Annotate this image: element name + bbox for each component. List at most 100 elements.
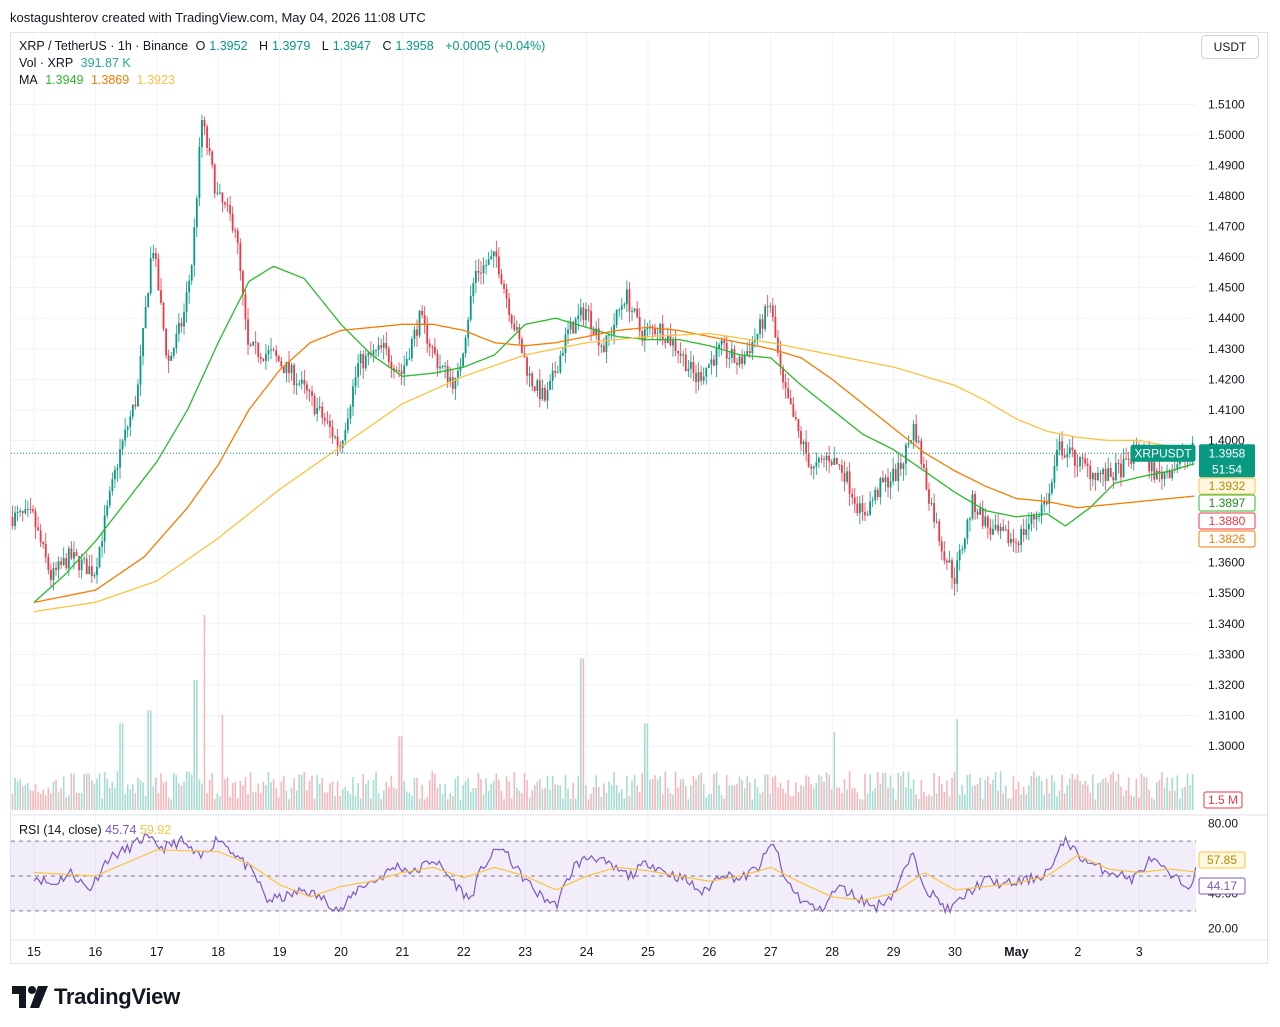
volume-bar: [751, 799, 754, 810]
time-tick-label: 27: [764, 945, 778, 959]
volume-bar: [1150, 797, 1153, 810]
volume-label: Vol · XRP: [19, 56, 74, 70]
candle-body: [477, 270, 480, 273]
candle-body: [559, 355, 562, 373]
volume-bar: [628, 795, 631, 810]
candle-body: [1004, 529, 1007, 531]
candle-body: [21, 511, 24, 514]
candle-body: [920, 440, 923, 465]
volume-bar: [743, 788, 746, 810]
candle-body: [979, 508, 982, 515]
candle-body: [121, 440, 124, 450]
volume-bar: [1028, 785, 1030, 810]
candle-body: [295, 383, 298, 386]
candle-body: [277, 355, 280, 362]
volume-bar: [316, 775, 318, 810]
volume-bar: [544, 788, 546, 810]
tradingview-logo[interactable]: TradingView: [12, 984, 180, 1010]
candle-body: [1127, 458, 1130, 460]
volume-bar: [270, 782, 272, 810]
volume-bar: [797, 791, 800, 810]
volume-bar: [925, 796, 928, 810]
candle-body: [864, 511, 866, 516]
candle-body: [582, 307, 585, 321]
volume-bar: [1186, 773, 1189, 810]
candle-body: [180, 322, 183, 327]
price-tick-label: 1.3200: [1208, 678, 1245, 692]
candle-body: [746, 351, 749, 356]
candle-body: [1104, 469, 1107, 481]
volume-bar: [633, 775, 636, 810]
ma-red-tag: 1.3880: [1209, 514, 1246, 528]
volume-bar: [257, 783, 260, 810]
volume-bar: [124, 794, 126, 810]
candle-body: [387, 348, 390, 363]
volume-bar: [618, 792, 621, 810]
candle-body: [897, 462, 900, 481]
volume-bar: [930, 796, 933, 810]
volume-bar: [1063, 793, 1066, 810]
volume-bar: [677, 787, 679, 810]
candle-body: [687, 368, 690, 372]
volume-bar: [1099, 781, 1102, 810]
candle-body: [29, 509, 32, 511]
volume-bar: [551, 775, 554, 810]
candle-body: [1030, 514, 1033, 525]
candle-body: [1002, 526, 1005, 531]
candle-body: [677, 350, 679, 354]
candle-body: [247, 319, 249, 345]
price-tick-label: 1.3600: [1208, 556, 1245, 570]
candle-body: [894, 468, 897, 481]
volume-bar: [807, 776, 810, 810]
candle-body: [354, 377, 357, 387]
candle-body: [759, 319, 761, 335]
candle-body: [462, 353, 464, 367]
volume-bar: [421, 784, 423, 810]
volume-bar: [290, 787, 293, 810]
candle-body: [14, 512, 16, 526]
volume-bar: [951, 778, 953, 810]
candle-body: [1084, 458, 1087, 464]
volume-bar: [661, 794, 664, 810]
volume-bar: [1140, 773, 1143, 810]
candle-body: [162, 303, 165, 329]
volume-bar: [472, 787, 475, 810]
volume-bar: [469, 791, 472, 810]
candle-body: [398, 370, 400, 372]
candle-body: [679, 353, 682, 356]
candle-body: [963, 538, 966, 550]
candle-body: [160, 290, 162, 304]
candle-body: [572, 321, 575, 334]
volume-bar: [1030, 775, 1033, 810]
volume-bar: [236, 798, 239, 810]
volume-bar: [68, 795, 70, 810]
candle-body: [55, 567, 57, 570]
volume-bar: [431, 771, 434, 810]
volume-bar: [748, 782, 751, 810]
candle-body: [1120, 463, 1122, 478]
volume-bar: [106, 778, 109, 810]
candle-body: [928, 489, 930, 504]
volume-bar: [556, 784, 559, 810]
candle-body: [664, 340, 667, 343]
volume-bar: [267, 771, 270, 810]
volume-bar: [411, 795, 413, 810]
volume-bar: [577, 776, 580, 810]
rsi-legend: RSI (14, close) 45.74 59.92: [19, 823, 171, 837]
currency-button[interactable]: USDT: [1201, 35, 1259, 59]
candle-body: [889, 481, 892, 488]
volume-bar: [690, 784, 692, 810]
volume-bar: [1135, 778, 1138, 810]
time-tick-label: 18: [211, 945, 225, 959]
volume-bar: [334, 796, 336, 810]
volume-bar: [905, 787, 907, 810]
candle-body: [956, 560, 959, 584]
candle-body: [416, 329, 418, 336]
volume-bar: [987, 776, 989, 810]
candle-body: [1068, 447, 1071, 454]
volume-bar: [1094, 799, 1097, 810]
volume-bar: [992, 779, 994, 810]
volume-bar: [1120, 786, 1122, 810]
volume-bar: [244, 776, 247, 810]
